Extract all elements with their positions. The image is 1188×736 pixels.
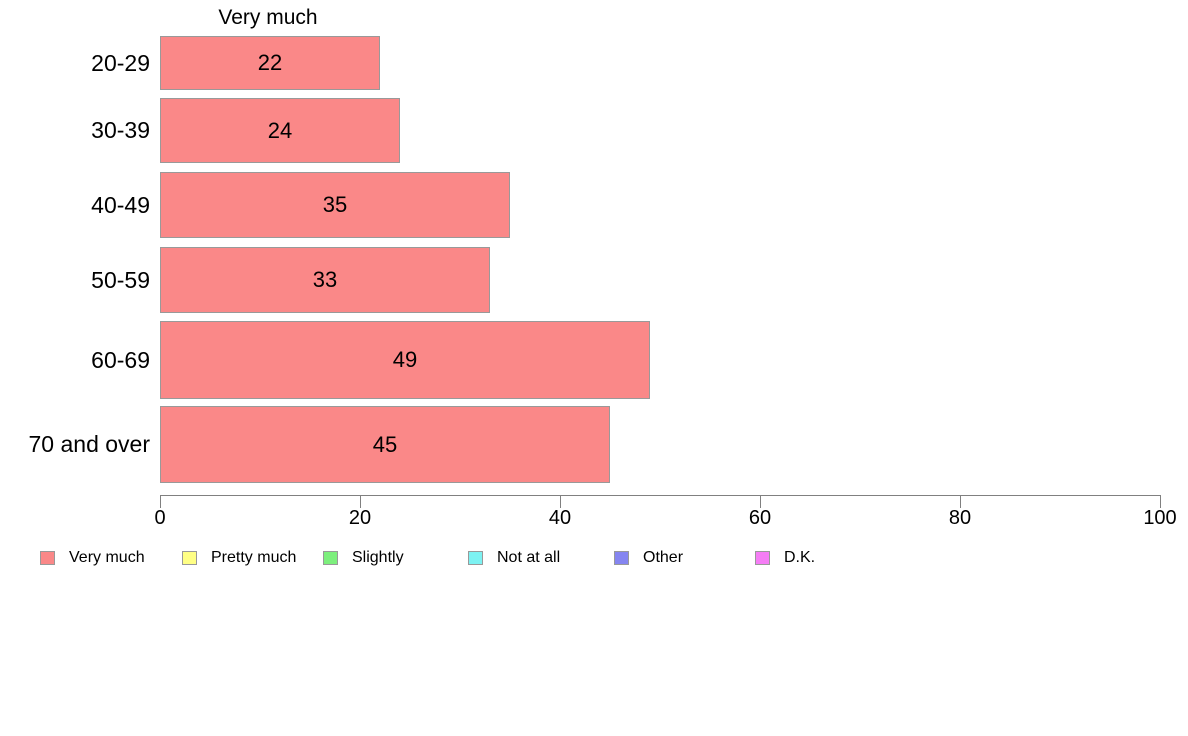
legend-item: Very much <box>40 549 145 567</box>
legend-label: Other <box>643 549 684 566</box>
legend-item: Slightly <box>323 549 404 567</box>
bar-value-label: 35 <box>322 192 348 217</box>
legend-swatch-icon <box>323 551 338 565</box>
x-tick-label: 100 <box>1143 507 1177 529</box>
legend-item: D.K. <box>755 549 815 567</box>
x-tick-label: 20 <box>348 507 372 529</box>
x-tick-mark <box>160 495 161 508</box>
legend-swatch-icon <box>755 551 770 565</box>
bar: 24 <box>160 98 400 163</box>
legend-label: D.K. <box>784 549 816 566</box>
legend-label: Pretty much <box>211 549 297 566</box>
bar-value-label: 45 <box>372 431 398 457</box>
bar: 22 <box>160 36 380 90</box>
bar-value-label: 33 <box>312 267 338 292</box>
legend-swatch-icon <box>468 551 483 565</box>
legend-swatch-icon <box>182 551 197 565</box>
category-label: 50-59 <box>91 266 150 293</box>
x-tick-mark <box>560 495 561 508</box>
legend-swatch-icon <box>40 551 55 565</box>
bar: 33 <box>160 247 490 313</box>
legend-label: Not at all <box>497 549 561 566</box>
legend-item: Not at all <box>468 549 560 567</box>
bar: 49 <box>160 321 650 399</box>
x-tick-label: 40 <box>548 507 572 529</box>
legend-label: Very much <box>69 549 145 566</box>
bar-value-label: 24 <box>267 117 293 143</box>
x-axis-line <box>160 495 1161 496</box>
legend-item: Other <box>614 549 683 567</box>
legend-label: Slightly <box>352 549 404 566</box>
x-tick-mark <box>1160 495 1161 508</box>
bar: 35 <box>160 172 510 238</box>
bar-value-label: 49 <box>392 347 418 372</box>
x-tick-mark <box>360 495 361 508</box>
category-label: 40-49 <box>91 191 150 218</box>
x-tick-mark <box>760 495 761 508</box>
x-tick-label: 60 <box>748 507 772 529</box>
x-tick-label: 80 <box>948 507 972 529</box>
category-label: 30-39 <box>91 117 150 143</box>
bar: 45 <box>160 406 610 483</box>
legend-swatch-icon <box>614 551 629 565</box>
category-label: 70 and over <box>28 431 150 457</box>
category-label: 60-69 <box>91 346 150 373</box>
x-tick-mark <box>960 495 961 508</box>
category-label: 20-29 <box>91 49 150 76</box>
legend-item: Pretty much <box>182 549 296 567</box>
chart-title: Very much <box>218 6 318 29</box>
x-tick-label: 0 <box>154 507 166 529</box>
bar-value-label: 22 <box>257 50 283 75</box>
